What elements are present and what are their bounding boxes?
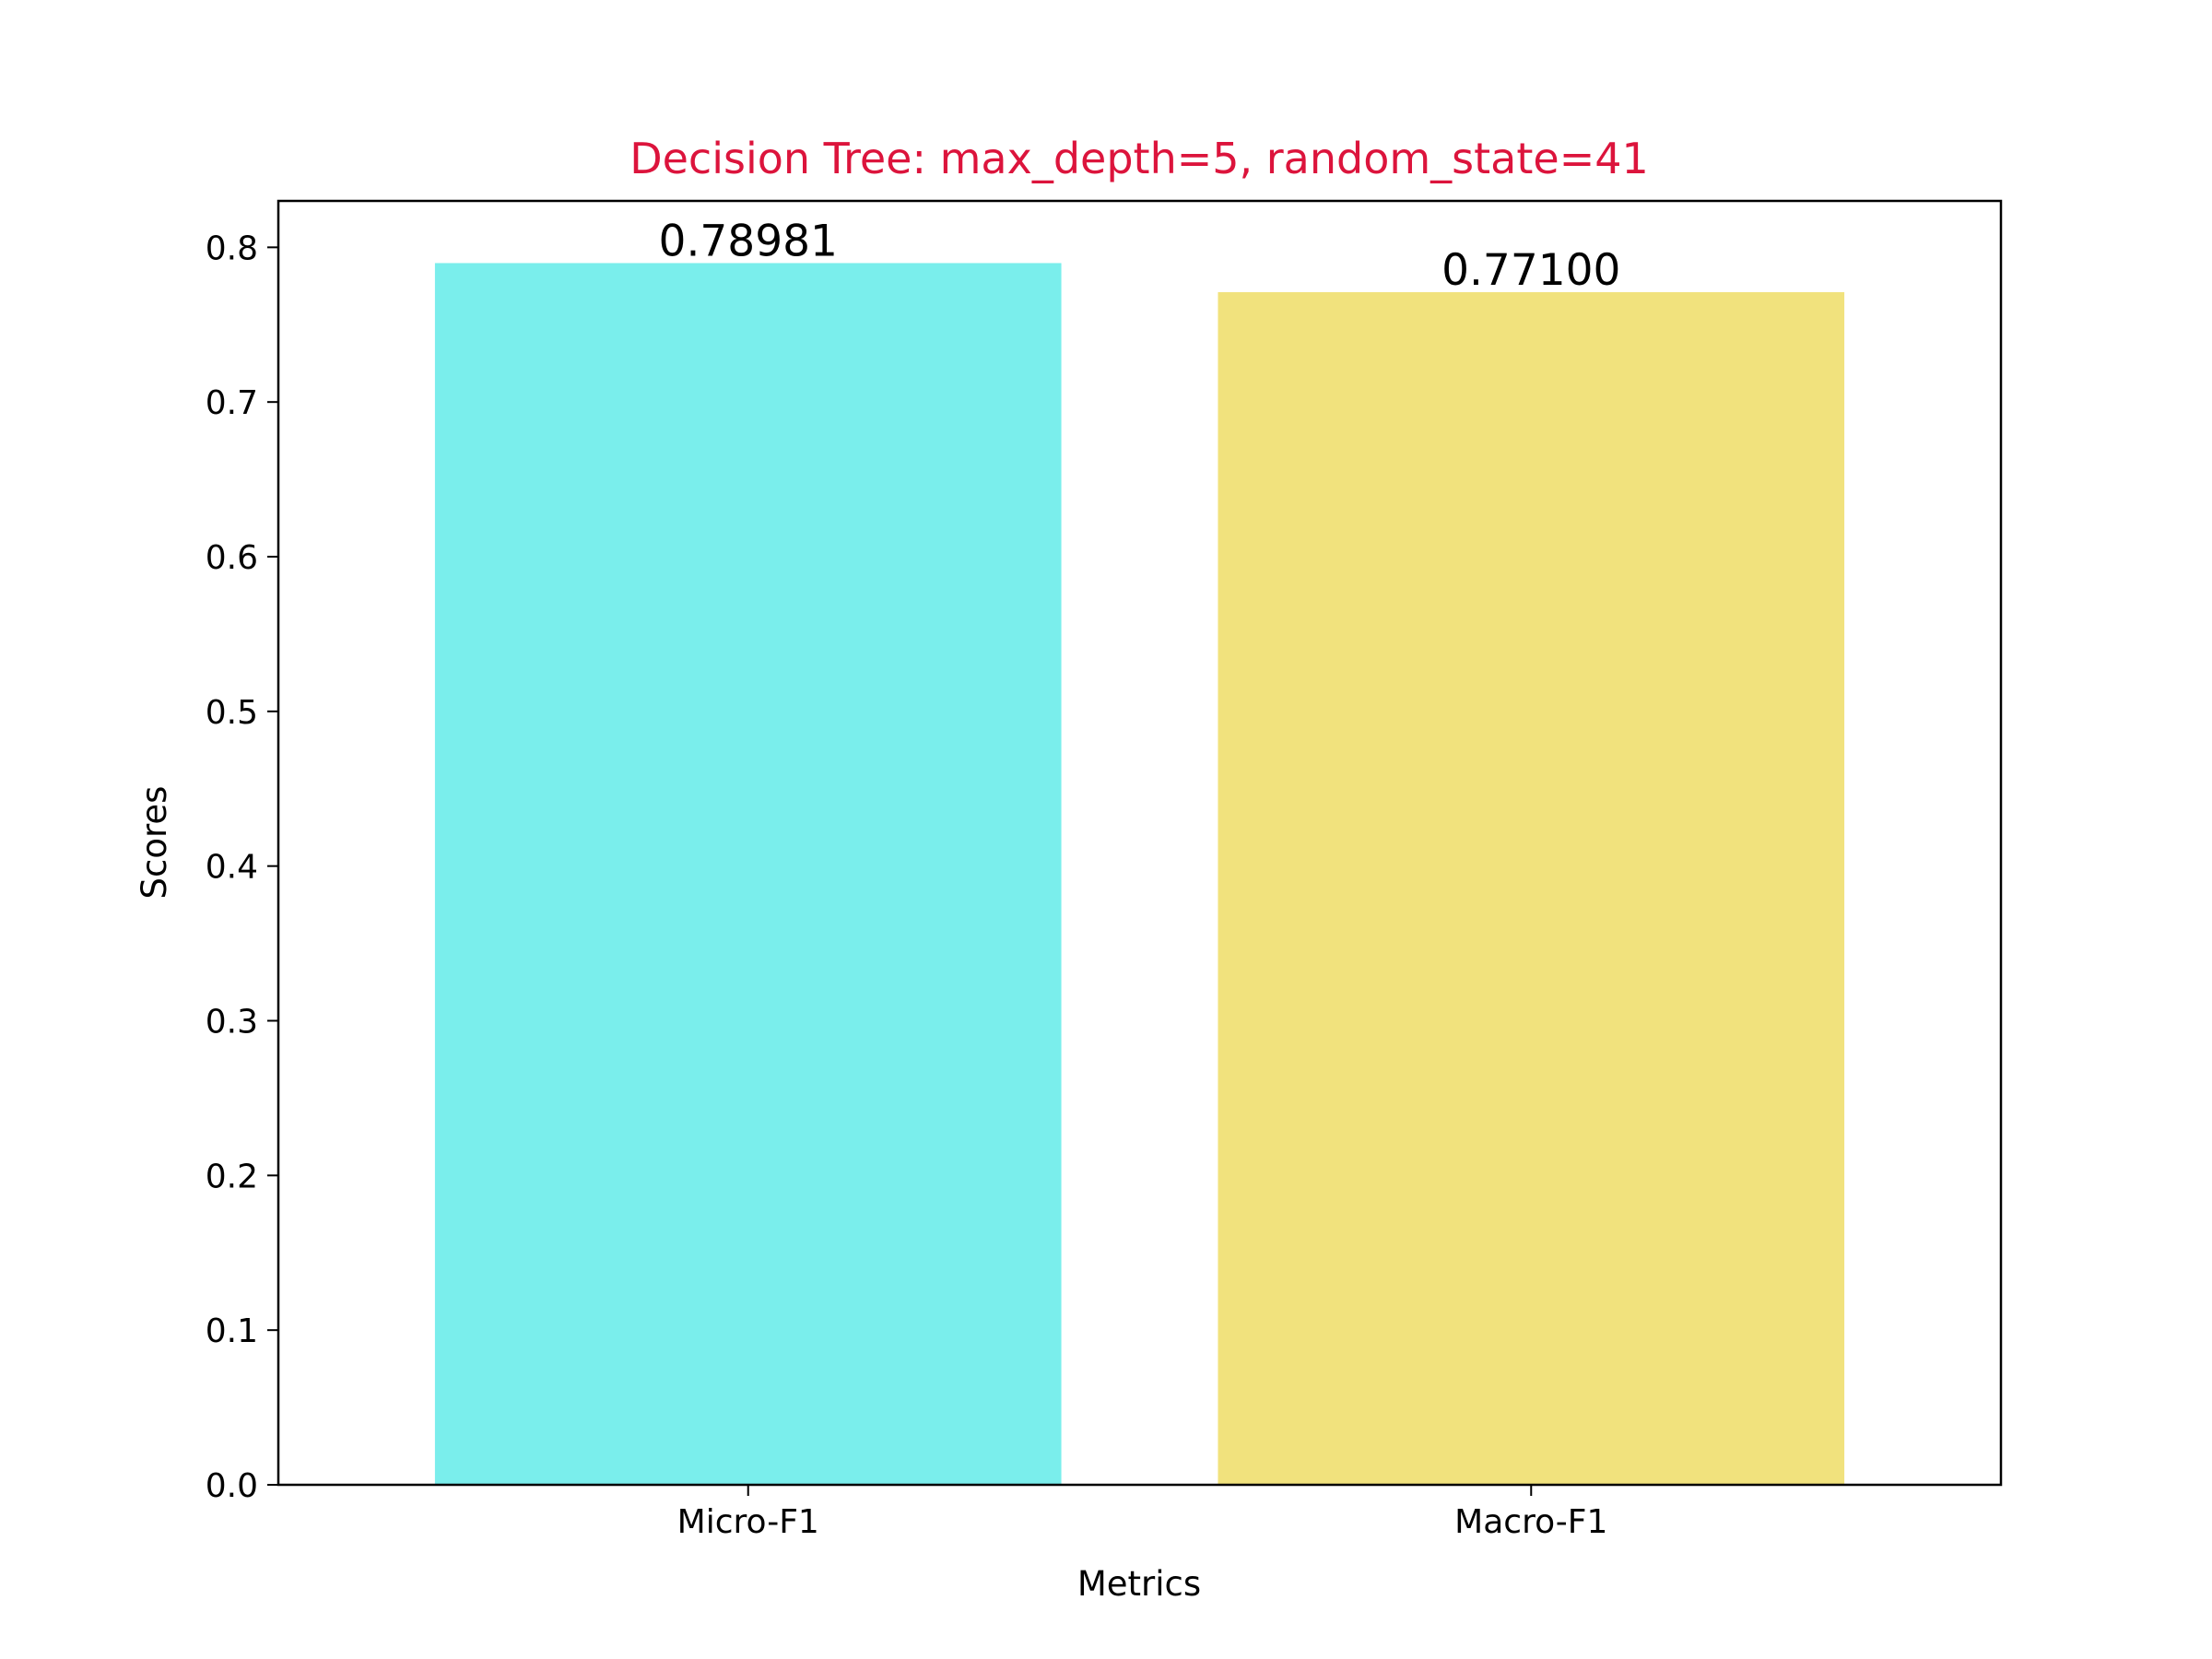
x-axis-label: Metrics (1077, 1564, 1201, 1604)
y-tick-label: 0.1 (206, 1312, 258, 1350)
data-label-macro-f1: 0.77100 (1441, 245, 1620, 296)
y-tick-label: 0.4 (206, 849, 258, 887)
data-labels-group: 0.78981 0.77100 (659, 216, 1621, 296)
y-tick-label: 0.0 (206, 1467, 258, 1505)
x-tick-label-macro-f1: Macro-F1 (1454, 1503, 1607, 1541)
y-tick-label: 0.2 (206, 1158, 258, 1195)
y-tick-label: 0.6 (206, 539, 258, 577)
bar-micro-f1 (434, 263, 1062, 1485)
y-tick-label: 0.7 (206, 384, 258, 422)
y-axis-label: Scores (135, 786, 174, 900)
y-tick-label: 0.5 (206, 694, 258, 732)
bar-macro-f1 (1218, 292, 1845, 1485)
y-axis-ticks: 0.0 0.1 0.2 0.3 0.4 0.5 0.6 0.7 0.8 (206, 229, 278, 1505)
x-axis-ticks: Micro-F1 Macro-F1 (677, 1485, 1607, 1541)
y-tick-label: 0.3 (206, 1004, 258, 1041)
chart-title: Decision Tree: max_depth=5, random_state… (629, 134, 1649, 183)
y-tick-label: 0.8 (206, 229, 258, 267)
x-tick-label-micro-f1: Micro-F1 (677, 1503, 819, 1541)
plot-area-frame (276, 199, 2003, 1487)
data-label-micro-f1: 0.78981 (659, 216, 838, 266)
bars-group (434, 263, 1845, 1485)
